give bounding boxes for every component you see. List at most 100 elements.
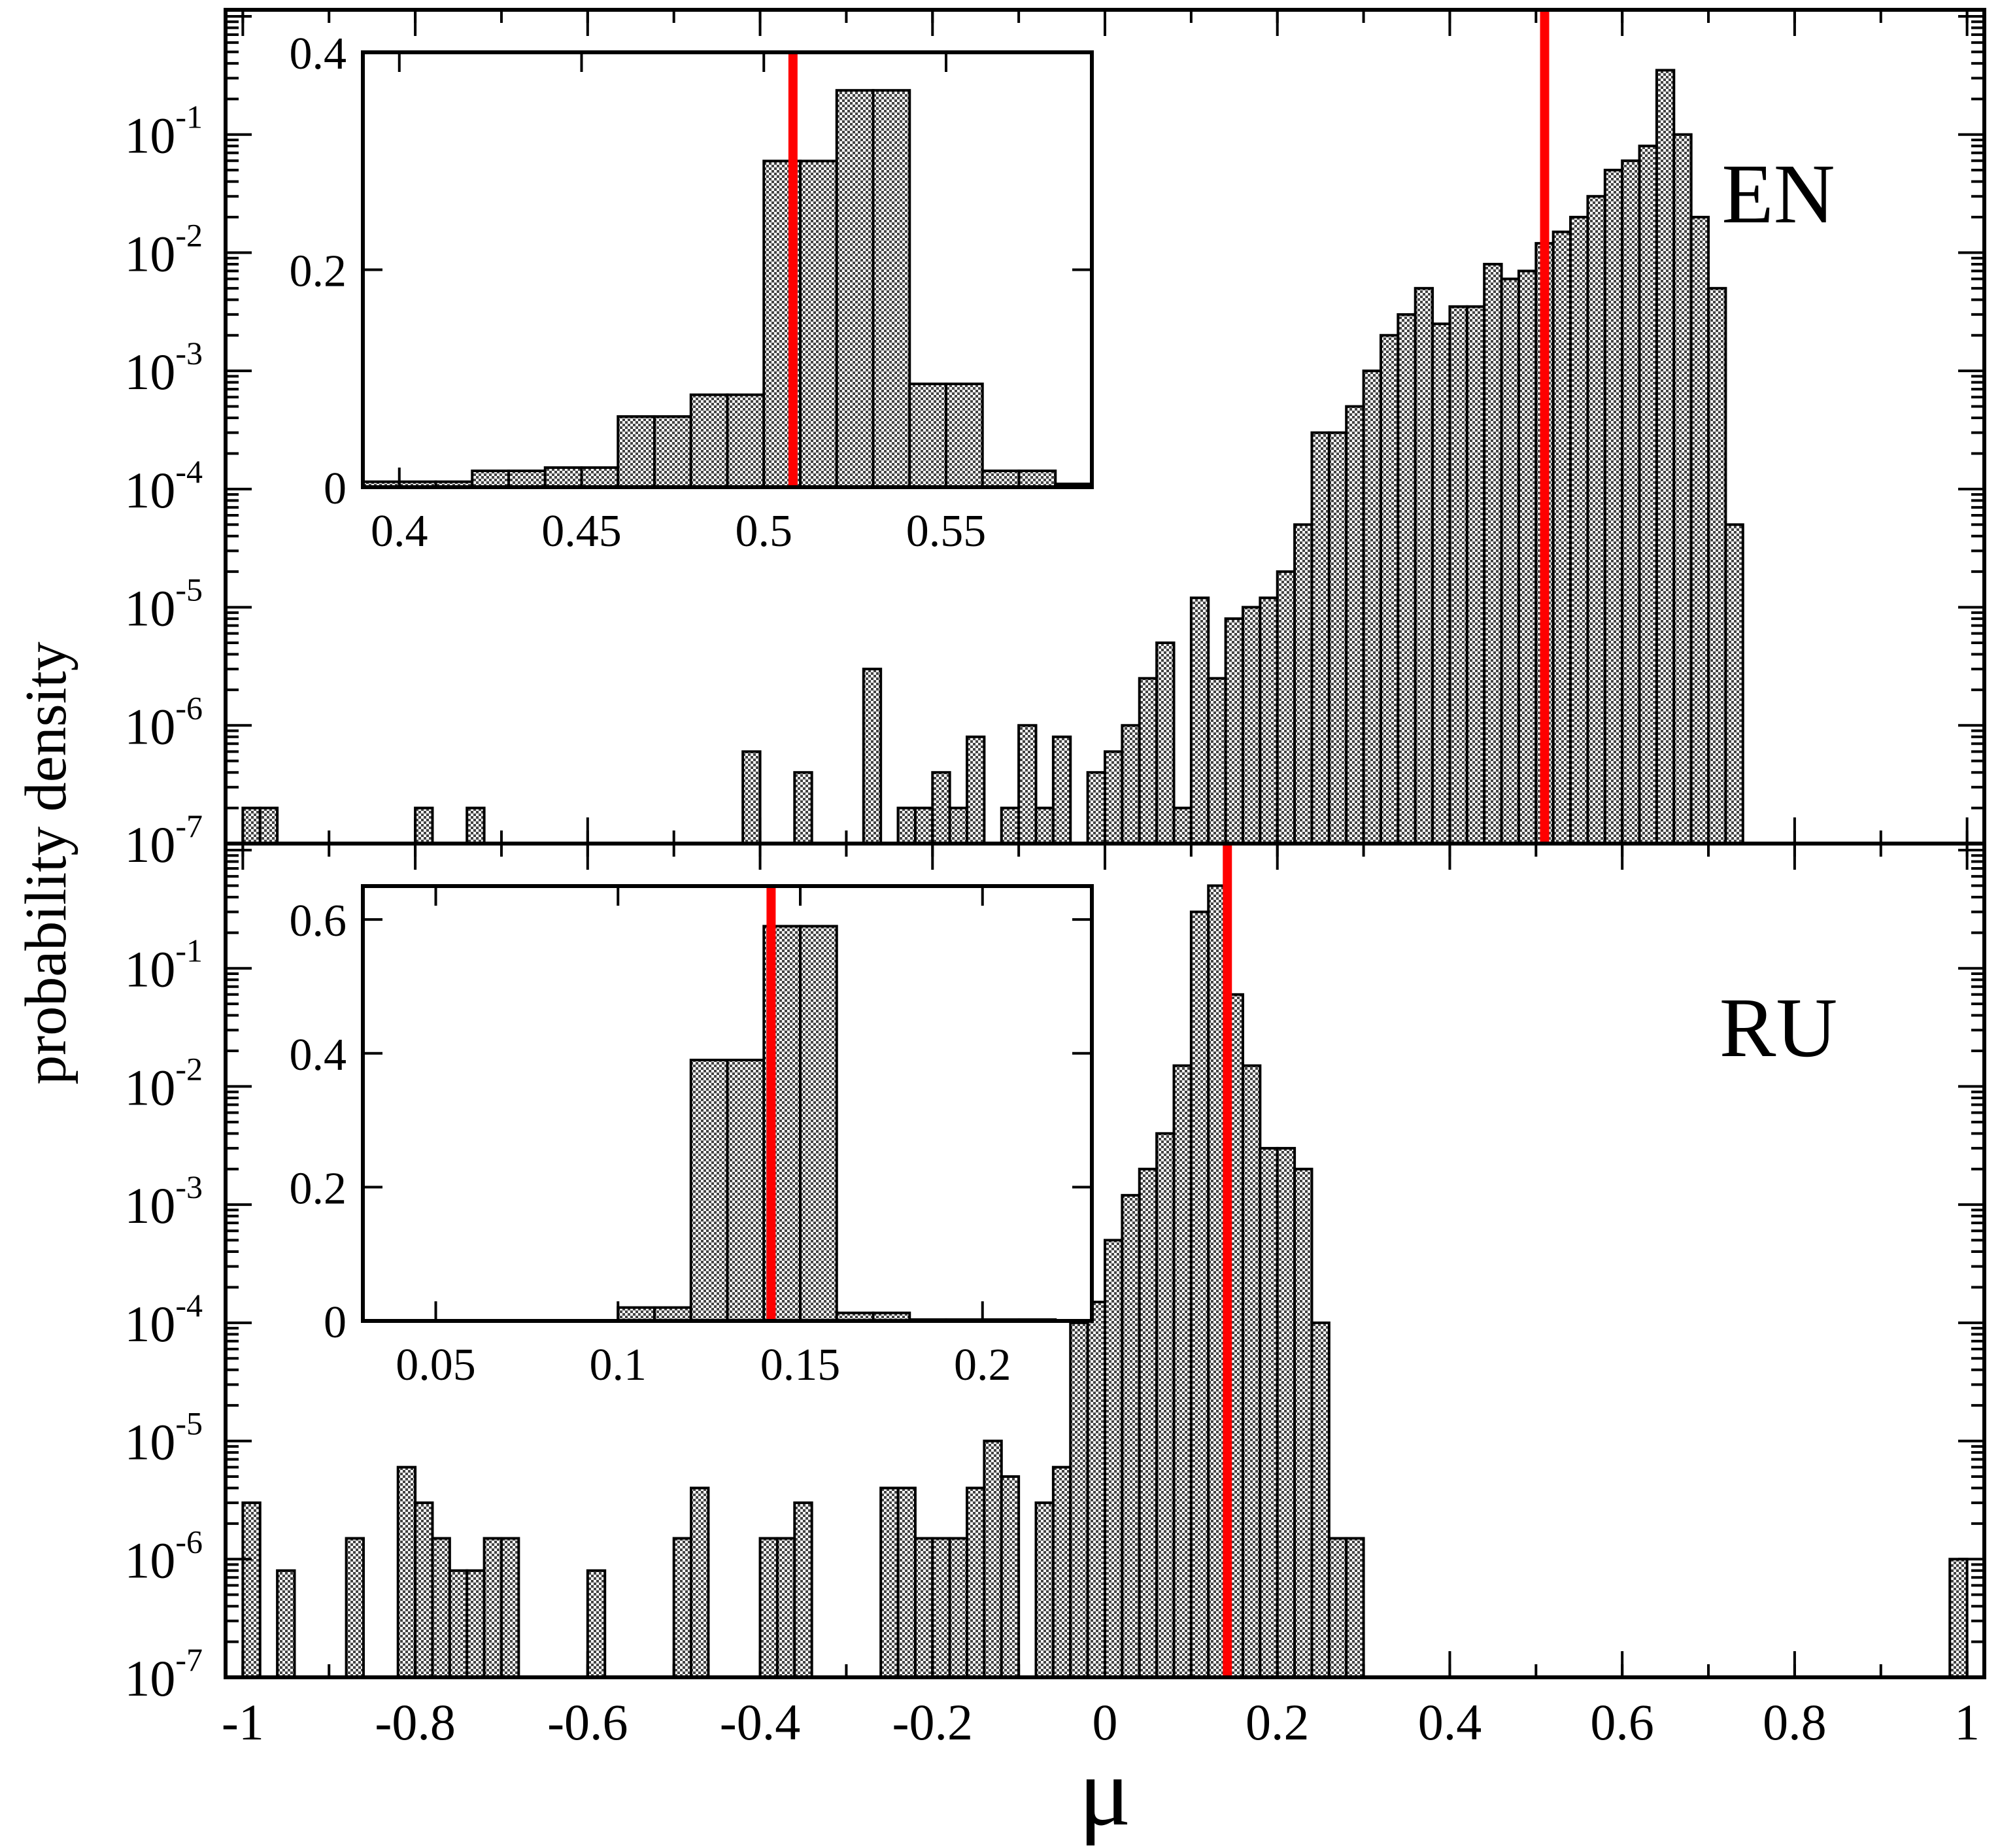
y-axis-label: probability density <box>14 642 78 1084</box>
y-tick-label: 10-5 <box>124 572 203 637</box>
bar-en-23 <box>1207 677 1227 846</box>
bar-en-44 <box>1569 216 1589 845</box>
y-tick-label: 10-6 <box>124 689 203 755</box>
bar-ru-3 <box>396 1465 417 1679</box>
inset-y-tick-label: 0 <box>324 464 347 514</box>
bar-ru-27 <box>1086 1301 1106 1679</box>
bar-en-40 <box>1500 277 1520 845</box>
bar-en-50 <box>1672 133 1693 846</box>
y-tick-label: 10-3 <box>124 335 203 400</box>
bar-ru-30 <box>1138 1167 1159 1679</box>
bar-ru-9 <box>500 1537 520 1679</box>
bar-ru-25 <box>1051 1465 1072 1679</box>
bar-ru-10 <box>586 1569 607 1679</box>
bar-en-2 <box>414 806 434 846</box>
bar-en-6 <box>862 668 883 846</box>
inset-bar-9 <box>689 393 729 488</box>
bar-ru-24 <box>1034 1501 1055 1679</box>
bar-en-36 <box>1431 322 1451 845</box>
panel-en: 10-7 10-6 10-5 10-4 10-3 10-2 10-1 EN 0.4 0.45 0.5… <box>124 8 1986 873</box>
x-tick-label: 0.2 <box>1246 1694 1310 1751</box>
bar-ru-37 <box>1259 1146 1279 1679</box>
bar-en-32 <box>1362 369 1382 845</box>
bar-ru-8 <box>483 1537 503 1679</box>
bar-en-7 <box>896 806 917 846</box>
bar-en-26 <box>1259 596 1279 846</box>
bar-ru-1 <box>276 1569 296 1679</box>
bar-en-1 <box>258 806 279 846</box>
bar-en-27 <box>1276 570 1297 845</box>
inset-x-tick-label: 0.2 <box>954 1340 1011 1390</box>
bar-ru-2 <box>345 1537 365 1679</box>
bar-en-29 <box>1310 431 1331 845</box>
bar-en-28 <box>1293 523 1314 845</box>
bar-en-8 <box>913 806 934 846</box>
y-tick-label: 10-5 <box>124 1405 203 1471</box>
bar-ru-7 <box>466 1569 486 1679</box>
bar-en-22 <box>1189 596 1210 846</box>
y-tick-label: 10-2 <box>124 216 203 282</box>
inset-x-tick-label: 0.4 <box>371 506 428 556</box>
panel-label-en: EN <box>1721 147 1835 241</box>
inset-x-tick-label: 0.55 <box>906 506 987 556</box>
bar-en-25 <box>1241 606 1262 845</box>
bar-en-45 <box>1586 195 1606 845</box>
bar-ru-36 <box>1241 1064 1262 1679</box>
bar-en-0 <box>241 806 262 846</box>
inset-y-tick-label: 0.6 <box>290 896 347 946</box>
bar-en-48 <box>1638 145 1658 846</box>
bar-ru-31 <box>1155 1132 1176 1679</box>
x-tick-label: -0.2 <box>892 1694 973 1751</box>
inset-y-tick-label: 0.4 <box>290 29 347 79</box>
bar-ru-18 <box>913 1537 934 1679</box>
bar-ru-42 <box>1345 1537 1365 1679</box>
y-tick-label: 10-4 <box>124 1287 203 1352</box>
inset-bar-13 <box>835 89 875 488</box>
bar-en-49 <box>1655 69 1676 845</box>
bar-ru-14 <box>775 1537 796 1679</box>
inset-bar-3 <box>471 470 510 488</box>
bar-ru-12 <box>690 1486 710 1679</box>
inset-bar-8 <box>653 415 692 488</box>
inset-bar-4 <box>507 470 547 488</box>
bar-ru-39 <box>1293 1167 1314 1679</box>
inset-y-tick-label: 0.2 <box>290 247 347 297</box>
x-tick-label: 0.4 <box>1418 1694 1482 1751</box>
bar-en-18 <box>1121 724 1141 846</box>
panel-ru: -1 -0.8 -0.6 -0.4 -0.2 0 0.2 0.4 0.6 0.8 1 10-7 10-6… <box>124 842 1986 1751</box>
bar-en-46 <box>1603 169 1624 845</box>
bar-ru-32 <box>1172 1064 1193 1679</box>
bar-en-19 <box>1138 677 1159 846</box>
bar-en-13 <box>1017 724 1038 846</box>
inset-bar-2 <box>689 1059 729 1322</box>
bar-ru-38 <box>1276 1146 1297 1679</box>
x-tick-label: 0.6 <box>1590 1694 1654 1751</box>
bar-en-14 <box>1034 806 1055 846</box>
bar-en-35 <box>1414 286 1434 845</box>
bar-en-52 <box>1707 286 1727 845</box>
bar-en-47 <box>1621 159 1641 845</box>
bar-ru-29 <box>1121 1193 1141 1679</box>
bar-ru-41 <box>1327 1537 1348 1679</box>
inset-y-tick-label: 0 <box>324 1297 347 1348</box>
bar-en-16 <box>1086 771 1106 846</box>
inset-bar-10 <box>726 393 766 488</box>
bar-ru-15 <box>793 1501 813 1679</box>
x-tick-label: -0.4 <box>720 1694 800 1751</box>
inset-bar-3 <box>726 1059 766 1322</box>
bar-en-51 <box>1689 216 1710 845</box>
x-axis-label: μ <box>1079 1737 1131 1846</box>
inset-en: 0.4 0.45 0.5 0.55 0 0.2 0.4 <box>290 29 1094 556</box>
y-tick-label: 10-3 <box>124 1169 203 1234</box>
bar-ru-0 <box>241 1501 262 1679</box>
inset-y-tick-label: 0.2 <box>290 1163 347 1214</box>
bar-en-38 <box>1465 305 1486 846</box>
bar-ru-20 <box>948 1537 969 1679</box>
inset-bar-14 <box>872 89 911 488</box>
bar-en-20 <box>1155 641 1176 845</box>
bar-ru-16 <box>879 1486 900 1679</box>
y-tick-label: 10-4 <box>124 453 203 519</box>
bar-ru-5 <box>431 1537 451 1679</box>
inset-x-tick-label: 0.15 <box>760 1340 841 1390</box>
